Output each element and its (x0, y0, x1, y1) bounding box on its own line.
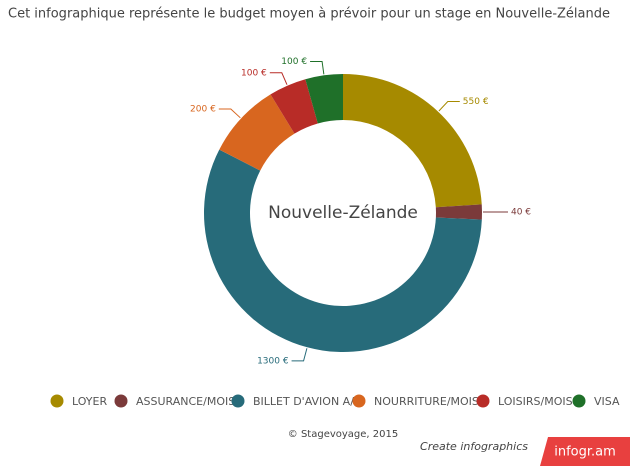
legend-swatch (50, 394, 64, 408)
slice (343, 74, 482, 208)
value-label: 100 € (241, 68, 267, 78)
logo-box (540, 437, 630, 466)
chart-title: Cet infographique représente le budget m… (8, 7, 610, 22)
legend-swatch (572, 394, 586, 408)
value-label: 1300 € (257, 356, 289, 366)
branding-text: Create infographics (420, 440, 528, 453)
center-text: Nouvelle-Zélande (268, 203, 418, 223)
legend-swatch (231, 394, 245, 408)
legend-swatch (114, 394, 128, 408)
legend-swatch (476, 394, 490, 408)
legend-label: ASSURANCE/MOIS (136, 395, 235, 408)
value-label: 200 € (190, 104, 216, 114)
value-label: 40 € (511, 207, 531, 217)
legend-swatch (352, 394, 366, 408)
legend-label: BILLET D'AVION A/R (253, 395, 362, 408)
leader-line (269, 72, 288, 85)
leader-line (218, 108, 241, 119)
legend-label: VISA (594, 395, 620, 408)
value-label: 100 € (281, 57, 307, 67)
value-label: 550 € (463, 97, 489, 107)
leader-line (310, 60, 325, 75)
leader-line (291, 348, 308, 362)
logo: infogr.am (554, 445, 616, 460)
legend-label: LOISIRS/MOIS (498, 395, 573, 408)
slice (204, 149, 482, 352)
legend-label: LOYER (72, 395, 107, 408)
legend-label: NOURRITURE/MOIS (374, 395, 479, 408)
slice (305, 74, 343, 124)
slice (270, 79, 318, 134)
leader-line (438, 101, 460, 112)
slice (219, 94, 295, 171)
source: © Stagevoyage, 2015 (288, 429, 398, 440)
slice (435, 204, 483, 220)
